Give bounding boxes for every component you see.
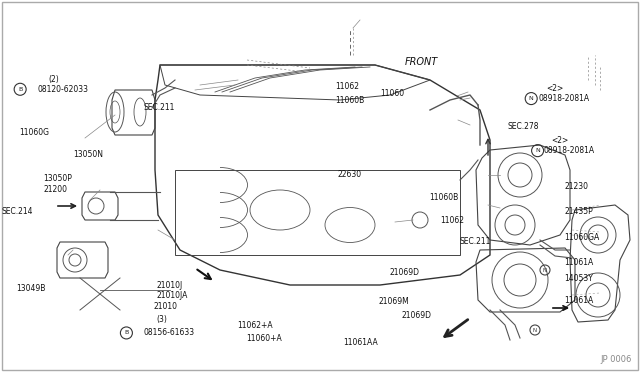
- Text: 11061AA: 11061AA: [343, 338, 378, 347]
- Text: 14053Y: 14053Y: [564, 274, 593, 283]
- Text: N: N: [535, 148, 540, 153]
- Text: 11061A: 11061A: [564, 296, 594, 305]
- Text: 08156-61633: 08156-61633: [144, 328, 195, 337]
- Text: 21010J: 21010J: [157, 281, 183, 290]
- Text: 11060+A: 11060+A: [246, 334, 282, 343]
- Text: 21069D: 21069D: [402, 311, 432, 320]
- Text: 08120-62033: 08120-62033: [37, 85, 88, 94]
- Text: N: N: [533, 327, 537, 333]
- Text: 22630: 22630: [337, 170, 362, 179]
- Text: 13050P: 13050P: [44, 174, 72, 183]
- Text: 13050N: 13050N: [74, 150, 104, 159]
- Text: 08918-2081A: 08918-2081A: [544, 146, 595, 155]
- Text: 11060B: 11060B: [335, 96, 365, 105]
- Text: (3): (3): [157, 315, 168, 324]
- Text: 11062: 11062: [335, 82, 360, 91]
- Text: 11060GA: 11060GA: [564, 233, 600, 242]
- Text: N: N: [529, 96, 534, 101]
- Text: SEC.211: SEC.211: [460, 237, 491, 246]
- Text: 13049B: 13049B: [16, 284, 45, 293]
- Text: SEC.214: SEC.214: [1, 207, 33, 216]
- Text: B: B: [124, 330, 129, 336]
- Text: 11062: 11062: [440, 216, 464, 225]
- Text: 21230: 21230: [564, 182, 589, 191]
- Text: 11060B: 11060B: [429, 193, 458, 202]
- Text: <2>: <2>: [552, 136, 569, 145]
- Text: <2>: <2>: [547, 84, 564, 93]
- Text: SEC.278: SEC.278: [508, 122, 539, 131]
- Text: 11060G: 11060G: [19, 128, 49, 137]
- Text: 11062+A: 11062+A: [237, 321, 273, 330]
- Text: FRONT: FRONT: [405, 58, 438, 67]
- Text: 21010JA: 21010JA: [157, 291, 188, 300]
- Text: B: B: [18, 87, 22, 92]
- Text: 21435P: 21435P: [564, 207, 593, 216]
- Text: 21069D: 21069D: [389, 268, 419, 277]
- Text: 21200: 21200: [44, 185, 68, 194]
- Text: 08918-2081A: 08918-2081A: [539, 94, 590, 103]
- Text: SEC.211: SEC.211: [144, 103, 175, 112]
- Text: JP 0006: JP 0006: [600, 355, 632, 364]
- Text: (2): (2): [48, 75, 59, 84]
- Text: 21010: 21010: [154, 302, 178, 311]
- Text: N: N: [543, 267, 547, 273]
- Text: 11060: 11060: [380, 89, 404, 98]
- Text: 21069M: 21069M: [379, 297, 410, 306]
- Text: 11061A: 11061A: [564, 258, 594, 267]
